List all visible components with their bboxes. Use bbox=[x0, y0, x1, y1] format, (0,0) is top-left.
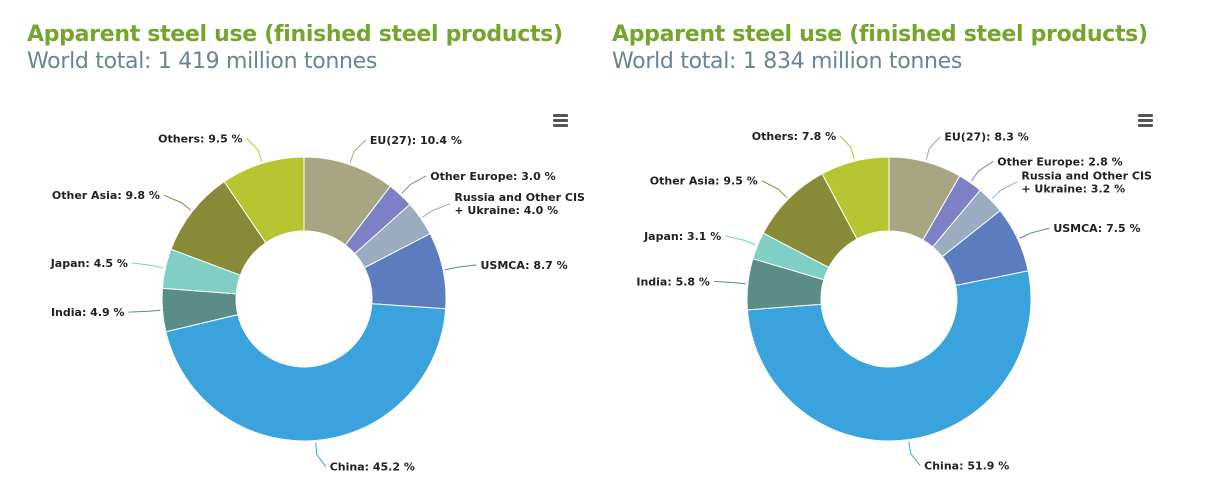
data-label-line: Japan: 3.1 % bbox=[643, 230, 721, 243]
data-label-line: + Ukraine: 3.2 % bbox=[1021, 182, 1125, 195]
data-label-china: China: 51.9 % bbox=[924, 459, 1009, 472]
connector-japan bbox=[131, 262, 164, 269]
data-label-line: Japan: 4.5 % bbox=[50, 257, 128, 270]
connector-usmca bbox=[1019, 227, 1050, 239]
connector-japan bbox=[725, 235, 756, 246]
data-label-line: China: 51.9 % bbox=[924, 459, 1009, 472]
slice-china[interactable] bbox=[746, 270, 1032, 442]
data-label-eu-27: EU(27): 10.4 % bbox=[370, 134, 462, 147]
connector-china bbox=[315, 442, 327, 467]
connector-china bbox=[908, 441, 921, 466]
data-label-line: China: 45.2 % bbox=[330, 460, 415, 473]
chart-subtitle: World total: 1 419 million tonnes bbox=[27, 49, 378, 74]
data-label-line: EU(27): 8.3 % bbox=[944, 131, 1028, 144]
data-label-line: Others: 9.5 % bbox=[158, 132, 242, 145]
data-label-line: Other Asia: 9.8 % bbox=[52, 189, 160, 202]
data-label-line: Other Europe: 2.8 % bbox=[997, 155, 1122, 168]
connector-eu-27 bbox=[925, 136, 941, 161]
data-label-russia-and-other-cis-ukraine: Russia and Other CIS + Ukraine: 4.0 % bbox=[454, 191, 585, 217]
connector-eu-27 bbox=[349, 139, 367, 163]
data-label-line: Others: 7.8 % bbox=[752, 130, 836, 143]
data-label-line: India: 5.8 % bbox=[636, 275, 710, 288]
data-label-other-asia: Other Asia: 9.5 % bbox=[650, 175, 758, 188]
connector-other-asia bbox=[761, 180, 788, 198]
hamburger-menu-icon bbox=[1138, 114, 1153, 117]
data-label-line: Other Asia: 9.5 % bbox=[650, 175, 758, 188]
data-label-other-asia: Other Asia: 9.8 % bbox=[52, 189, 160, 202]
chart-panel-1: Apparent steel use (finished steel produ… bbox=[27, 0, 612, 498]
chart-title: Apparent steel use (finished steel produ… bbox=[612, 22, 1148, 47]
data-label-eu-27: EU(27): 8.3 % bbox=[944, 131, 1028, 144]
data-label-russia-and-other-cis-ukraine: Russia and Other CIS + Ukraine: 3.2 % bbox=[1021, 169, 1152, 195]
data-label-line: Russia and Other CIS bbox=[454, 191, 585, 204]
data-label-line: + Ukraine: 4.0 % bbox=[454, 204, 558, 217]
donut-chart: EU(27): 10.4 % Other Europe: 3.0 % Russia … bbox=[50, 132, 585, 473]
connector-russia-and-other-cis-ukraine bbox=[422, 203, 451, 218]
chart-panel-2: Apparent steel use (finished steel produ… bbox=[612, 0, 1197, 498]
slice-others[interactable] bbox=[223, 156, 305, 244]
slice-others[interactable] bbox=[821, 156, 890, 240]
data-label-others: Others: 7.8 % bbox=[752, 130, 836, 143]
data-label-india: India: 5.8 % bbox=[636, 275, 710, 288]
connector-india bbox=[128, 309, 161, 313]
data-label-china: China: 45.2 % bbox=[330, 460, 415, 473]
donut-chart: EU(27): 8.3 % Other Europe: 2.8 %Russia a… bbox=[636, 130, 1152, 472]
data-label-japan: Japan: 3.1 % bbox=[643, 230, 721, 243]
data-label-line: USMCA: 8.7 % bbox=[481, 259, 568, 272]
connector-others bbox=[839, 135, 855, 160]
connector-others bbox=[246, 138, 263, 162]
connector-russia-and-other-cis-ukraine bbox=[991, 181, 1018, 199]
data-label-usmca: USMCA: 7.5 % bbox=[1053, 222, 1140, 235]
chart-title: Apparent steel use (finished steel produ… bbox=[27, 22, 563, 47]
connector-other-asia bbox=[163, 194, 192, 211]
chart-menu-button[interactable] bbox=[551, 112, 571, 130]
data-label-line: EU(27): 10.4 % bbox=[370, 134, 462, 147]
slice-china[interactable] bbox=[165, 303, 447, 442]
connector-other-europe bbox=[971, 160, 994, 182]
data-label-japan: Japan: 4.5 % bbox=[50, 257, 128, 270]
connector-other-europe bbox=[401, 175, 427, 194]
data-label-line: Russia and Other CIS bbox=[1021, 169, 1152, 182]
data-label-usmca: USMCA: 8.7 % bbox=[481, 259, 568, 272]
hamburger-menu-icon bbox=[553, 114, 568, 117]
data-label-other-europe: Other Europe: 2.8 % bbox=[997, 155, 1122, 168]
chart-menu-button[interactable] bbox=[1136, 112, 1156, 130]
data-label-others: Others: 9.5 % bbox=[158, 132, 242, 145]
connector-usmca bbox=[444, 264, 477, 271]
data-label-line: USMCA: 7.5 % bbox=[1053, 222, 1140, 235]
data-label-line: Other Europe: 3.0 % bbox=[430, 170, 555, 183]
connector-india bbox=[713, 280, 746, 285]
data-label-line: India: 4.9 % bbox=[51, 306, 125, 319]
chart-subtitle: World total: 1 834 million tonnes bbox=[612, 49, 963, 74]
data-label-india: India: 4.9 % bbox=[51, 306, 125, 319]
data-label-other-europe: Other Europe: 3.0 % bbox=[430, 170, 555, 183]
